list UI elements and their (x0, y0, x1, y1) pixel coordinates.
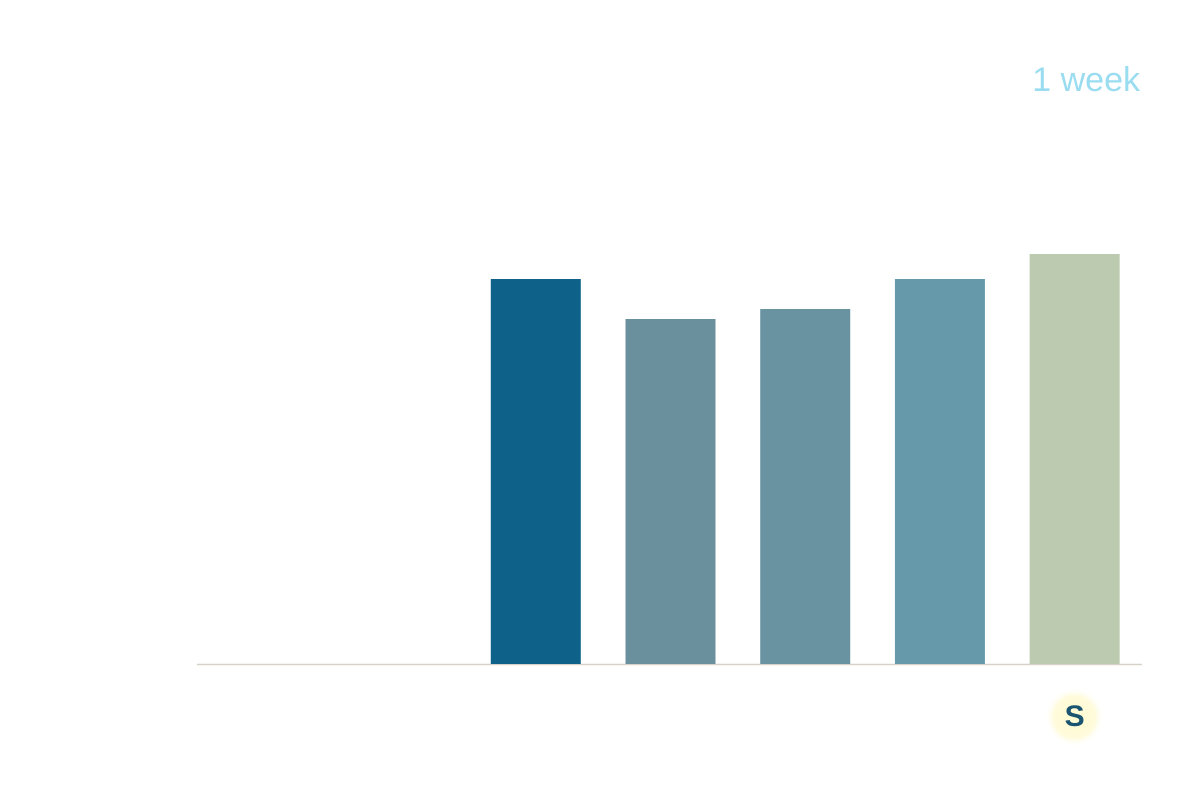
label-highlight (1044, 687, 1105, 747)
bar (490, 279, 581, 664)
bar (1029, 254, 1120, 664)
x-tick-label[interactable]: S (1065, 700, 1085, 733)
bar (894, 279, 985, 664)
bar (760, 309, 851, 664)
bar (625, 319, 716, 664)
chart-title: 1 week (1032, 61, 1141, 99)
